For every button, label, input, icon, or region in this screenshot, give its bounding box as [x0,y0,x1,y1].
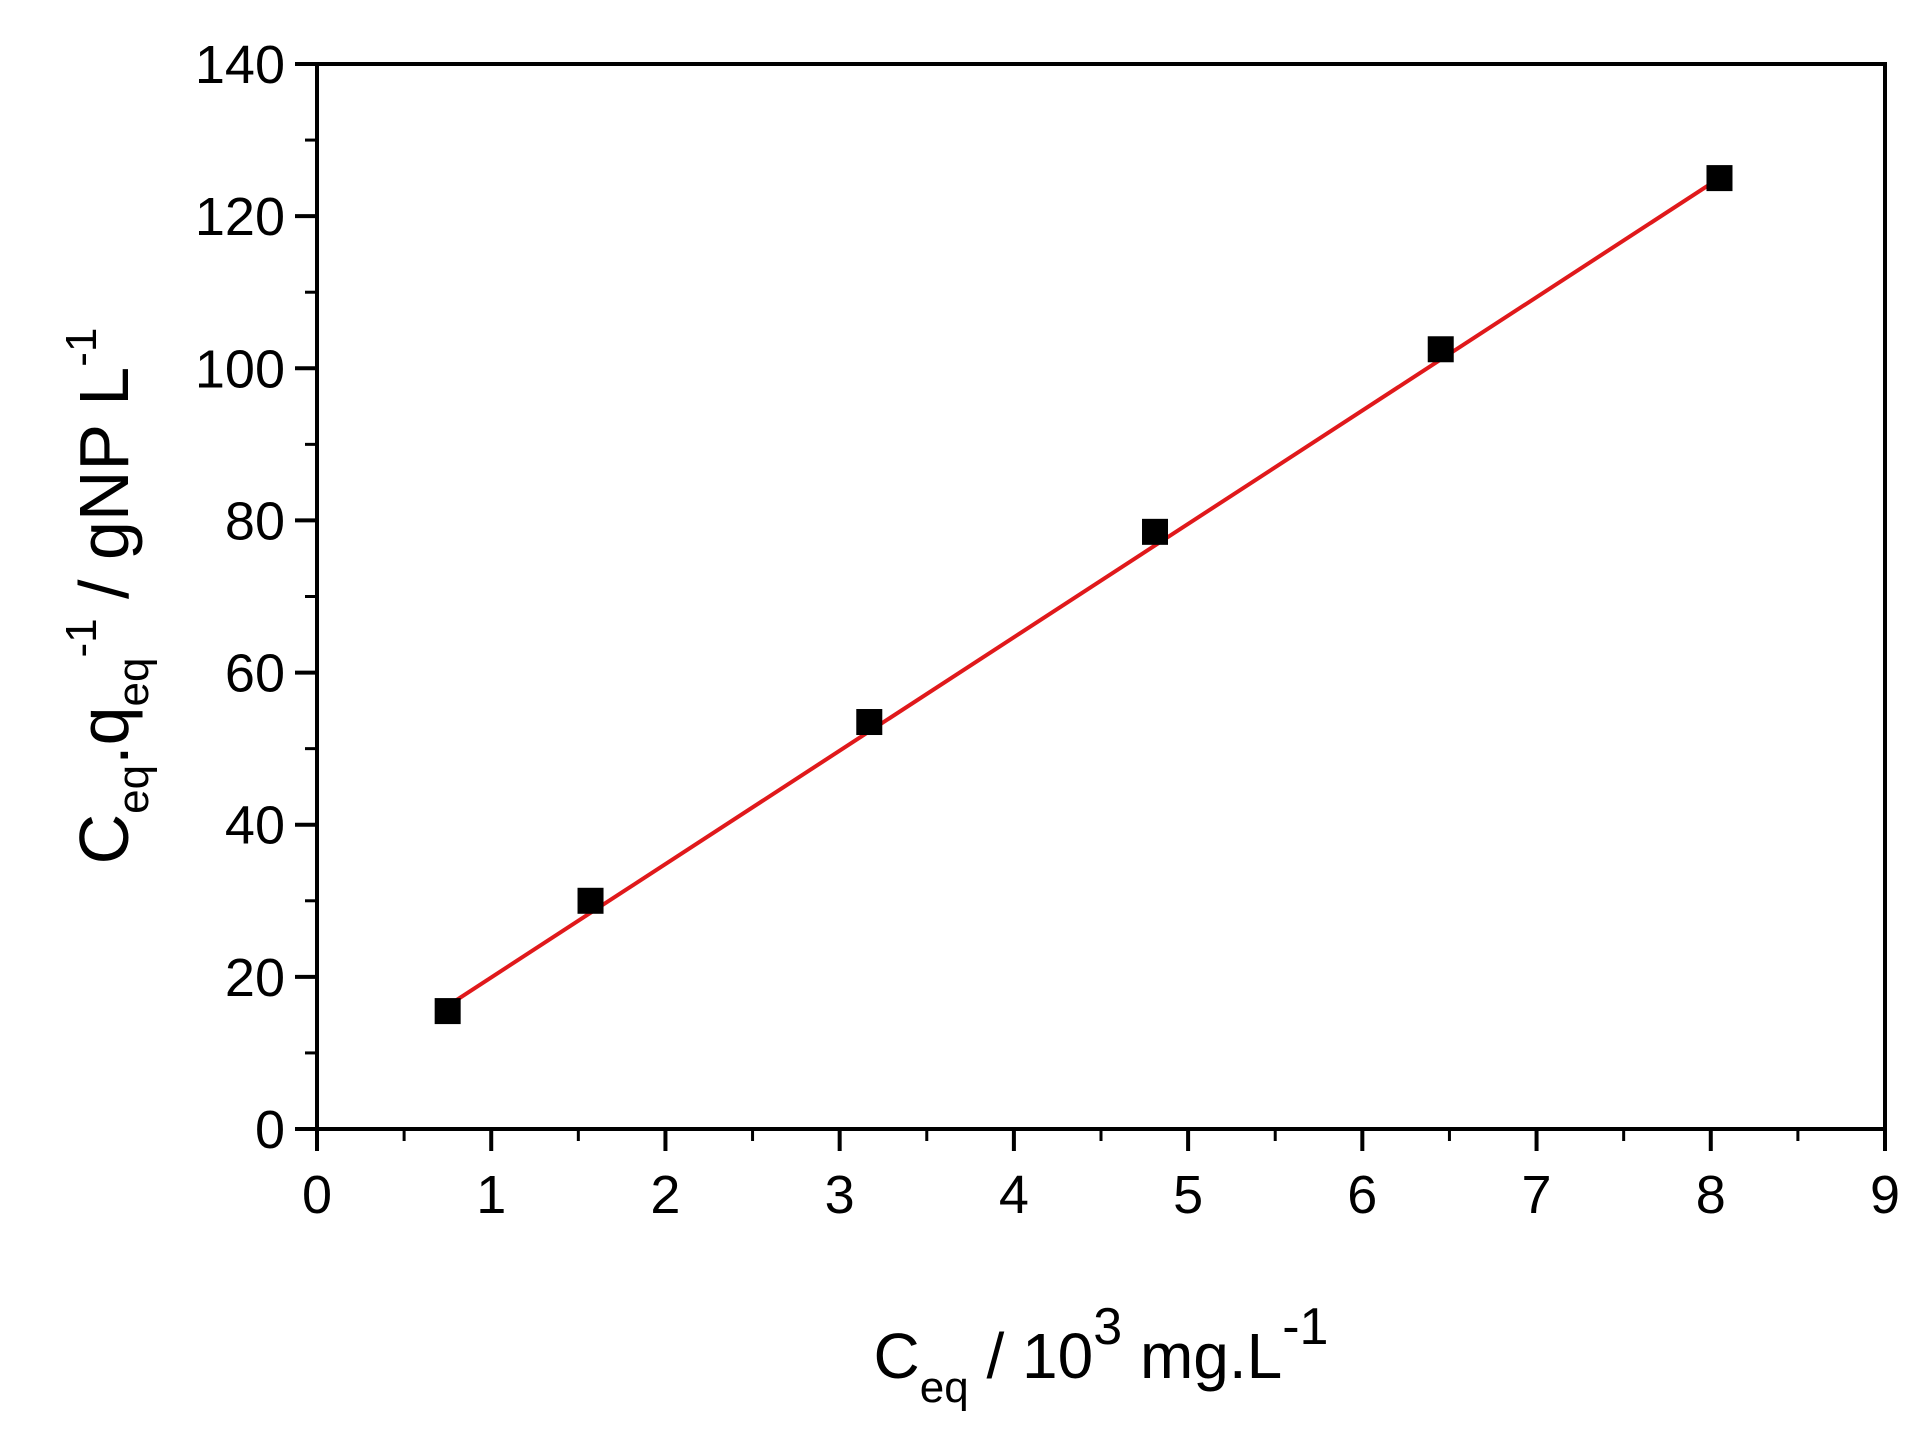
y-tick-label: 100 [195,339,285,399]
data-point [856,709,883,736]
x-tick-label: 1 [476,1165,506,1225]
y-tick-label: 80 [225,491,285,551]
x-tick-label: 9 [1870,1165,1900,1225]
x-tick-label: 8 [1696,1165,1726,1225]
x-axis-label: Ceq / 103 mg.L-1 [874,1298,1329,1412]
data-point [577,887,604,914]
x-axis: 0 1 2 3 4 5 6 7 8 9 [302,1129,1900,1225]
fit-line [446,176,1721,1008]
x-tick-label: 4 [999,1165,1029,1225]
y-tick-label: 120 [195,187,285,247]
x-tick-label: 5 [1173,1165,1203,1225]
y-tick-label: 60 [225,644,285,704]
y-tick-label: 140 [195,35,285,95]
data-point [1706,165,1733,192]
y-tick-label: 20 [225,948,285,1008]
x-tick-label: 2 [650,1165,680,1225]
x-tick-label: 7 [1522,1165,1552,1225]
data-point [434,998,461,1025]
y-axis: 0 20 40 60 80 100 120 140 [195,35,317,1160]
data-points [434,165,1733,1025]
x-tick-label: 3 [825,1165,855,1225]
fit-line-group [446,176,1721,1008]
y-tick-label: 0 [255,1100,285,1160]
x-tick-label: 0 [302,1165,332,1225]
x-tick-label: 6 [1347,1165,1377,1225]
data-point [1142,518,1169,545]
data-point [1427,336,1454,363]
y-tick-label: 40 [225,796,285,856]
y-axis-label: Ceq.qeq-1 / gNP L-1 [57,328,158,865]
